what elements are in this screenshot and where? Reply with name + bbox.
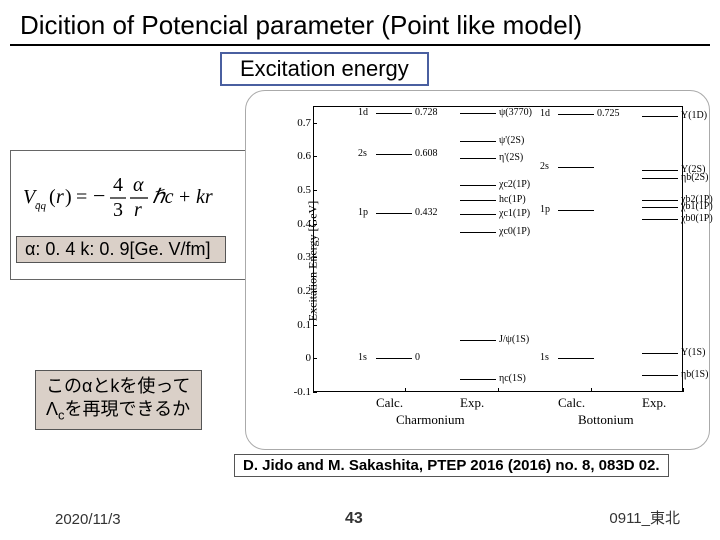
level-label-right: 0.432 <box>415 207 438 218</box>
plot-frame <box>313 106 683 392</box>
formula-equation: V q̄q ( r ) = − 4 3 α r ℏc + kr <box>21 171 246 221</box>
energy-level <box>376 113 412 114</box>
level-label-right: 0.725 <box>597 108 620 119</box>
y-tick-label: 0.2 <box>283 285 311 297</box>
energy-level <box>642 116 678 117</box>
question-box: このαとkを使って Λcを再現できるか <box>35 370 202 430</box>
subtitle-box: Excitation energy <box>220 52 429 86</box>
svg-text:): ) <box>65 186 72 208</box>
level-label-left: 2s <box>358 148 367 159</box>
svg-text:(: ( <box>49 186 56 208</box>
column-label: Calc. <box>376 395 403 411</box>
footer-page: 43 <box>345 510 363 528</box>
y-tick-label: 0.3 <box>283 251 311 263</box>
level-label-right: hc(1P) <box>499 194 526 205</box>
svg-text:+: + <box>179 186 190 208</box>
footer-right: 0911_東北 <box>609 507 680 528</box>
level-label-left: 2s <box>540 161 549 172</box>
level-label-right: ηb(1S) <box>681 369 708 380</box>
svg-text:q̄q: q̄q <box>35 200 47 212</box>
energy-level-chart: Excitation Energy [GeV] -0.100.10.20.30.… <box>245 90 710 450</box>
energy-level <box>642 375 678 376</box>
svg-text:kr: kr <box>196 186 213 208</box>
title-underline <box>10 44 710 46</box>
svg-text:α: α <box>133 174 144 196</box>
energy-level <box>642 178 678 179</box>
energy-level <box>642 353 678 354</box>
level-label-left: 1s <box>358 352 367 363</box>
y-tick-label: 0.7 <box>283 117 311 129</box>
group-label: Charmonium <box>396 412 465 428</box>
svg-text:−: − <box>93 183 105 208</box>
svg-text:4: 4 <box>113 174 123 196</box>
energy-level <box>460 214 496 215</box>
citation: D. Jido and M. Sakashita, PTEP 2016 (201… <box>234 454 669 477</box>
energy-level <box>460 340 496 341</box>
svg-text:3: 3 <box>113 199 123 221</box>
energy-level <box>642 219 678 220</box>
level-label-left: 1d <box>358 107 368 118</box>
energy-level <box>558 358 594 359</box>
level-label-right: Υ(1D) <box>681 110 707 121</box>
svg-text:r: r <box>56 186 64 208</box>
column-label: Exp. <box>642 395 666 411</box>
level-label-left: 1p <box>358 207 368 218</box>
energy-level <box>642 207 678 208</box>
level-label-right: χc1(1P) <box>499 208 530 219</box>
y-tick-label: -0.1 <box>283 386 311 398</box>
level-label-left: 1p <box>540 204 550 215</box>
group-label: Bottonium <box>578 412 634 428</box>
energy-level <box>460 141 496 142</box>
svg-text:ℏc: ℏc <box>152 186 174 208</box>
level-label-right: ψ'(2S) <box>499 135 524 146</box>
energy-level <box>460 232 496 233</box>
svg-text:r: r <box>134 199 142 221</box>
energy-level <box>460 200 496 201</box>
level-label-right: χc0(1P) <box>499 226 530 237</box>
jp-line1: このαとkを使って <box>46 375 191 398</box>
y-tick-label: 0.4 <box>283 218 311 230</box>
y-tick-label: 0.6 <box>283 150 311 162</box>
energy-level <box>376 213 412 214</box>
y-tick-label: 0.5 <box>283 184 311 196</box>
level-label-right: χb0(1P) <box>681 213 713 224</box>
energy-level <box>558 167 594 168</box>
jp-line2: Λcを再現できるか <box>46 398 191 424</box>
energy-level <box>642 200 678 201</box>
level-label-right: ψ(3770) <box>499 107 532 118</box>
energy-level <box>558 114 594 115</box>
column-label: Calc. <box>558 395 585 411</box>
level-label-right: 0 <box>415 352 420 363</box>
level-label-right: χc2(1P) <box>499 179 530 190</box>
energy-level <box>376 358 412 359</box>
energy-level <box>460 158 496 159</box>
level-label-right: χb1(1P) <box>681 201 713 212</box>
energy-level <box>460 379 496 380</box>
parameter-values: α: 0. 4 k: 0. 9[Ge. V/fm] <box>16 236 226 263</box>
chart-plot-area: Excitation Energy [GeV] -0.100.10.20.30.… <box>261 101 696 421</box>
energy-level <box>376 154 412 155</box>
level-label-right: 0.608 <box>415 148 438 159</box>
energy-level <box>460 185 496 186</box>
formula-box: V q̄q ( r ) = − 4 3 α r ℏc + kr α: 0. 4 … <box>10 150 255 280</box>
svg-text:=: = <box>76 186 87 208</box>
energy-level <box>460 113 496 114</box>
level-label-right: Υ(1S) <box>681 347 705 358</box>
level-label-right: 0.728 <box>415 107 438 118</box>
energy-level <box>558 210 594 211</box>
level-label-left: 1d <box>540 108 550 119</box>
y-tick-label: 0 <box>283 352 311 364</box>
level-label-right: ηc(1S) <box>499 373 526 384</box>
column-label: Exp. <box>460 395 484 411</box>
level-label-right: ηb(2S) <box>681 172 708 183</box>
slide-title: Dicition of Potencial parameter (Point l… <box>20 10 582 41</box>
level-label-right: J/ψ(1S) <box>499 334 529 345</box>
footer-date: 2020/11/3 <box>55 511 121 528</box>
energy-level <box>642 170 678 171</box>
level-label-right: η'(2S) <box>499 152 523 163</box>
level-label-left: 1s <box>540 352 549 363</box>
y-tick-label: 0.1 <box>283 319 311 331</box>
